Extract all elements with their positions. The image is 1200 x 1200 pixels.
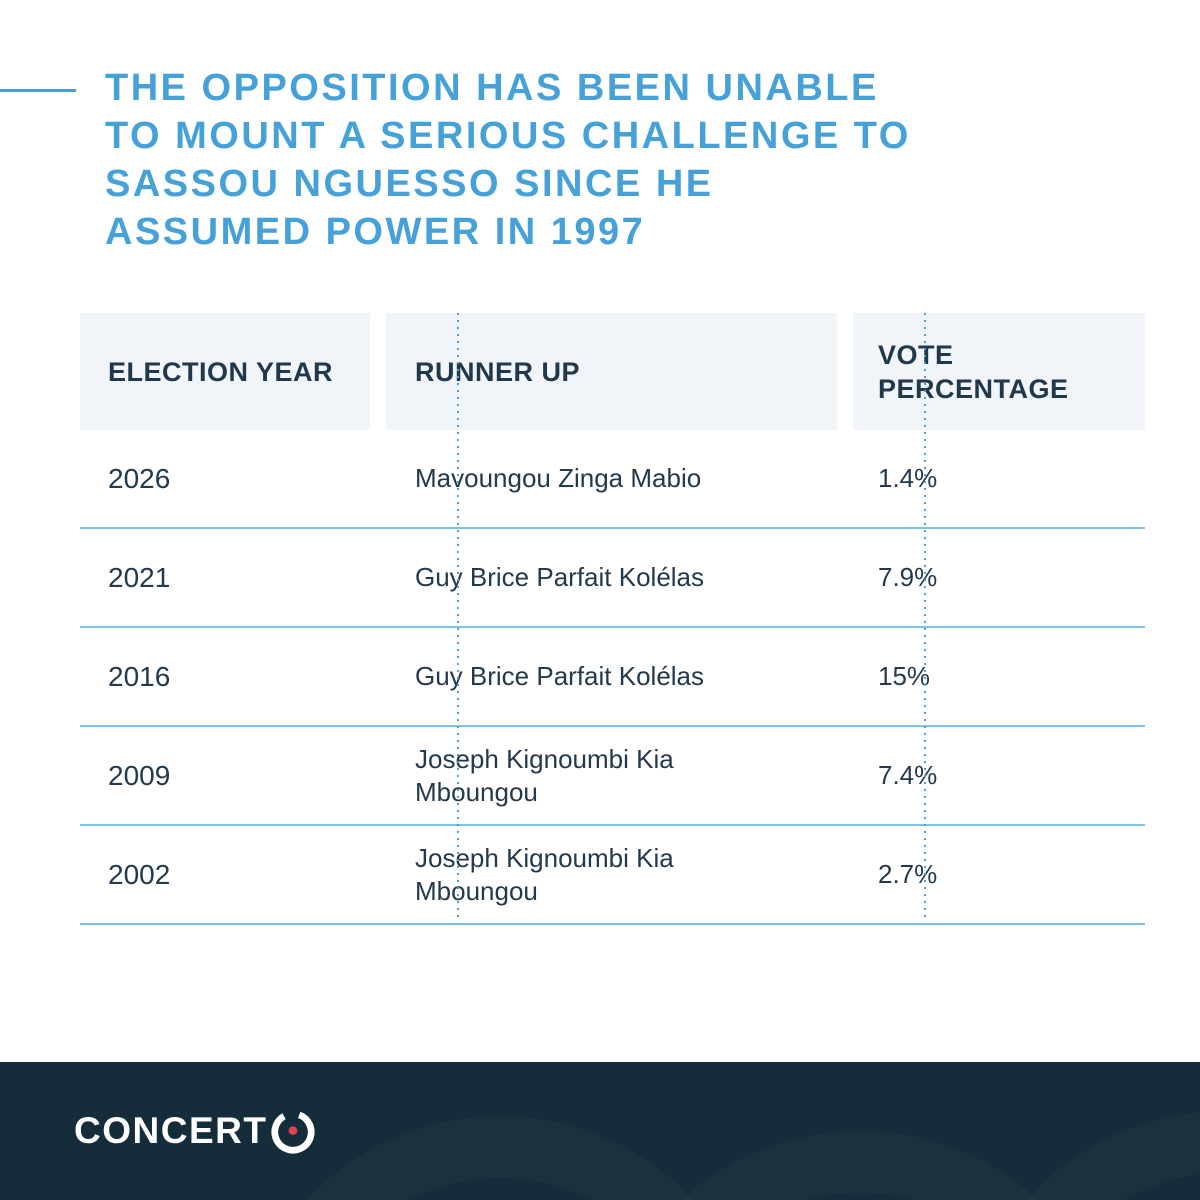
accent-dash-rule	[0, 89, 76, 92]
concerto-logo: CONCERT	[74, 1062, 316, 1200]
cell-runner-up: Guy Brice Parfait Kolélas	[415, 562, 705, 592]
cell-runner-up: Joseph Kignoumbi Kia Mboungou	[415, 743, 674, 807]
column-header-vote-percentage: VOTE PERCENTAGE	[853, 313, 1145, 430]
table-row: 2009 Joseph Kignoumbi Kia Mboungou 7.4%	[80, 727, 1145, 826]
page-title-line: TO MOUNT A SERIOUS CHALLENGE TO	[105, 115, 911, 157]
concerto-o-ring-icon	[271, 1110, 316, 1154]
cell-vote-percentage: 7.9%	[878, 562, 938, 592]
column-divider-dotted-line	[924, 313, 926, 918]
cell-runner-up: Joseph Kignoumbi Kia Mboungou	[415, 842, 674, 906]
cell-election-year: 2016	[108, 661, 171, 692]
concerto-logo-text: CONCERT	[74, 1110, 268, 1151]
cell-election-year: 2026	[108, 463, 171, 494]
table-header-row: ELECTION YEAR RUNNER UP VOTE PERCENTAGE	[80, 313, 1145, 430]
column-divider-dotted-line	[457, 313, 459, 918]
column-header-runner-up: RUNNER UP	[386, 313, 837, 430]
cell-runner-up: Guy Brice Parfait Kolélas	[415, 661, 705, 691]
table-row: 2016 Guy Brice Parfait Kolélas 15%	[80, 628, 1145, 727]
cell-vote-percentage: 7.4%	[878, 760, 938, 790]
cell-vote-percentage: 15%	[878, 661, 931, 691]
cell-vote-percentage: 1.4%	[878, 463, 938, 493]
election-results-table: ELECTION YEAR RUNNER UP VOTE PERCENTAGE …	[80, 313, 1145, 925]
table-row: 2021 Guy Brice Parfait Kolélas 7.9%	[80, 529, 1145, 628]
footer-bar: CONCERT	[0, 1062, 1200, 1200]
cell-election-year: 2002	[108, 859, 171, 890]
cell-election-year: 2009	[108, 760, 171, 791]
page-title-line: SASSOU NGUESSO SINCE HE	[105, 163, 714, 205]
logo-red-dot	[289, 1126, 298, 1135]
cell-vote-percentage: 2.7%	[878, 859, 938, 889]
cell-runner-up: Mavoungou Zinga Mabio	[415, 463, 702, 493]
cell-election-year: 2021	[108, 562, 171, 593]
page-title-line: THE OPPOSITION HAS BEEN UNABLE	[105, 67, 879, 109]
page-title-line: ASSUMED POWER IN 1997	[105, 211, 646, 253]
column-header-election-year: ELECTION YEAR	[80, 313, 370, 430]
page-title: THE OPPOSITION HAS BEEN UNABLE TO MOUNT …	[105, 64, 1085, 256]
table-row: 2026 Mavoungou Zinga Mabio 1.4%	[80, 430, 1145, 529]
table-row: 2002 Joseph Kignoumbi Kia Mboungou 2.7%	[80, 826, 1145, 925]
